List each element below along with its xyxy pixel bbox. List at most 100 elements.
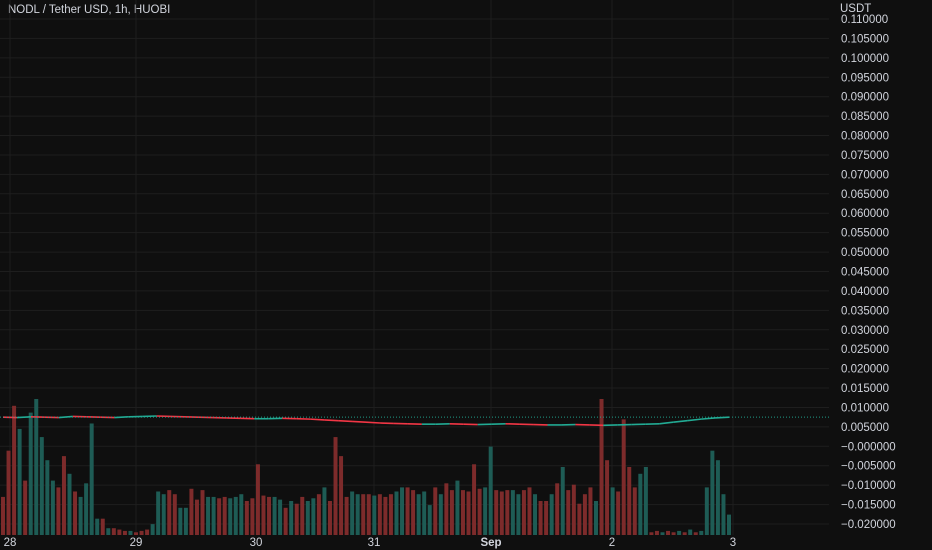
volume-bar: [693, 532, 698, 535]
volume-bar: [100, 518, 105, 535]
volume-bar: [599, 399, 604, 535]
volume-bar: [510, 490, 515, 535]
volume-bar: [122, 530, 127, 535]
volume-bar: [322, 487, 327, 535]
volume-bar: [627, 467, 632, 535]
volume-bar: [505, 490, 510, 535]
price-segment: [338, 419, 353, 423]
y-tick-label: 0.035000: [841, 305, 889, 317]
volume-bar: [549, 494, 554, 535]
volume-bar: [267, 496, 272, 535]
volume-bar: [577, 503, 582, 535]
volume-bar: [533, 494, 538, 535]
volume-bar: [6, 450, 11, 535]
y-tick-label: 0.045000: [841, 267, 889, 279]
volume-bar: [388, 494, 393, 535]
y-tick-label: 0.065000: [841, 189, 889, 201]
volume-bar: [682, 532, 687, 535]
volume-bar: [84, 483, 89, 535]
volume-bar: [261, 495, 266, 535]
price-segment: [351, 420, 367, 424]
volume-bar: [605, 460, 610, 535]
volume-bar: [50, 480, 55, 535]
y-tick-label: 0.025000: [841, 344, 889, 356]
volume-bar: [405, 487, 410, 535]
volume-bar: [571, 484, 576, 535]
x-tick-label: 28: [4, 537, 17, 549]
volume-bar: [211, 496, 216, 535]
price-segment: [701, 417, 716, 420]
volume-bar: [316, 494, 321, 535]
volume-bar: [183, 507, 188, 535]
volume-bar: [654, 530, 659, 535]
x-tick-label: 30: [250, 537, 263, 549]
volume-bar: [727, 514, 731, 535]
volume-bar: [145, 529, 150, 535]
grid-lines: [0, 0, 829, 535]
volume-bar: [150, 524, 155, 535]
volume-bar: [17, 428, 22, 535]
volume-bar: [311, 498, 316, 535]
volume-bar: [483, 487, 488, 535]
volume-bar: [339, 456, 344, 535]
x-tick-label: 3: [730, 537, 736, 549]
x-tick-label: 31: [368, 537, 381, 549]
x-axis[interactable]: 28 29 30 31 Sep 2 3: [4, 537, 737, 549]
volume-bar: [23, 480, 28, 535]
volume-bar: [438, 494, 443, 535]
y-tick-label: −0.000000: [841, 441, 896, 453]
volume-bar: [444, 483, 449, 535]
volume-bar: [67, 473, 72, 535]
volume-bar: [660, 532, 665, 535]
volume-bar: [12, 405, 17, 535]
volume-bar: [117, 529, 122, 535]
y-tick-label: 0.060000: [841, 208, 889, 220]
volume-bar: [61, 456, 66, 535]
volume-bar: [433, 487, 438, 535]
chart-title: NODL / Tether USD, 1h, HUOBI: [8, 4, 171, 16]
volume-bar: [200, 490, 205, 535]
y-tick-label: 0.005000: [841, 422, 889, 434]
y-tick-label: 0.075000: [841, 150, 889, 162]
volume-bar: [649, 532, 654, 535]
volume-bar: [527, 487, 532, 535]
volume-bar: [361, 494, 366, 535]
y-tick-label: 0.010000: [841, 402, 889, 414]
volume-bar: [494, 490, 499, 535]
y-tick-label: 0.030000: [841, 325, 889, 337]
volume-bar: [688, 529, 693, 535]
y-tick-label: 0.055000: [841, 228, 889, 240]
volume-bar: [666, 530, 671, 535]
price-segment: [310, 418, 325, 421]
y-tick-label: 0.040000: [841, 286, 889, 298]
price-segment: [687, 418, 702, 422]
volume-bar: [111, 528, 116, 535]
volume-bar: [327, 501, 332, 535]
volume-bar: [538, 501, 543, 535]
y-tick-label: −0.005000: [841, 461, 896, 473]
volume-bar: [638, 473, 643, 535]
volume-bar: [139, 530, 144, 535]
volume-bar: [372, 495, 377, 535]
volume-bar: [544, 501, 549, 535]
volume-bar: [34, 399, 39, 535]
y-tick-label: −0.015000: [841, 500, 896, 512]
y-tick-label: 0.070000: [841, 169, 889, 181]
volume-bar: [472, 464, 477, 535]
volume-bar: [383, 496, 388, 535]
price-segment: [365, 421, 381, 424]
volume-bar: [411, 490, 416, 535]
volume-bar: [427, 505, 432, 535]
x-tick-label: 29: [130, 537, 143, 549]
volume-bar: [699, 530, 704, 535]
volume-bar: [377, 494, 382, 535]
volume-bar: [466, 491, 471, 535]
volume-bar: [460, 490, 465, 535]
volume-bar: [477, 488, 482, 535]
volume-bar: [416, 494, 421, 535]
price-segment: [324, 419, 339, 422]
x-tick-label: 2: [609, 537, 615, 549]
y-tick-label: 0.015000: [841, 383, 889, 395]
